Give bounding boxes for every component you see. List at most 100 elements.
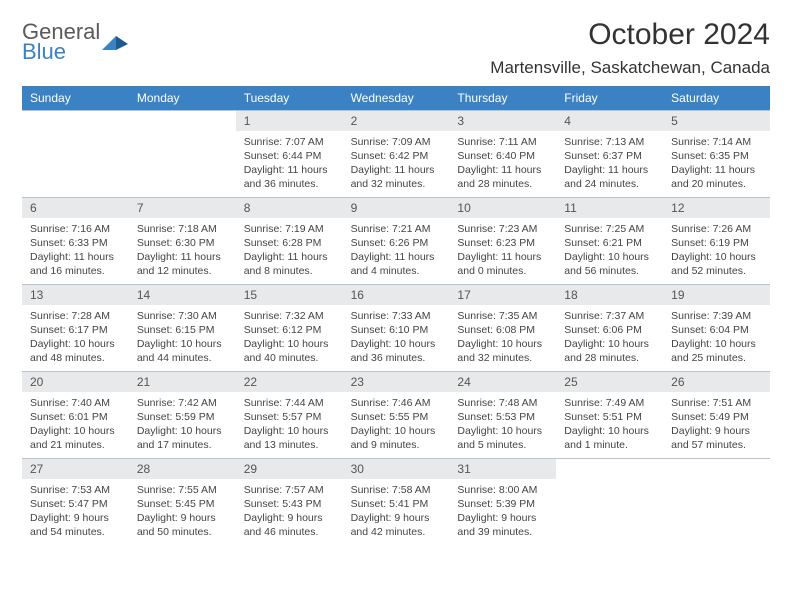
daylight: Daylight: 11 hours and 16 minutes. [30, 250, 121, 278]
day-cell: 20Sunrise: 7:40 AMSunset: 6:01 PMDayligh… [22, 371, 129, 458]
sunrise: Sunrise: 7:23 AM [457, 222, 548, 236]
dow-cell: Thursday [449, 86, 556, 110]
day-number: 22 [236, 372, 343, 392]
daylight: Daylight: 11 hours and 36 minutes. [244, 163, 335, 191]
day-body: Sunrise: 7:07 AMSunset: 6:44 PMDaylight:… [236, 131, 343, 197]
day-body: Sunrise: 7:14 AMSunset: 6:35 PMDaylight:… [663, 131, 770, 197]
dow-cell: Tuesday [236, 86, 343, 110]
day-cell: 28Sunrise: 7:55 AMSunset: 5:45 PMDayligh… [129, 458, 236, 545]
day-cell: 17Sunrise: 7:35 AMSunset: 6:08 PMDayligh… [449, 284, 556, 371]
sunset: Sunset: 6:01 PM [30, 410, 121, 424]
daylight: Daylight: 11 hours and 0 minutes. [457, 250, 548, 278]
sunrise: Sunrise: 7:09 AM [351, 135, 442, 149]
dow-cell: Friday [556, 86, 663, 110]
day-body: Sunrise: 7:13 AMSunset: 6:37 PMDaylight:… [556, 131, 663, 197]
day-body: Sunrise: 7:48 AMSunset: 5:53 PMDaylight:… [449, 392, 556, 458]
day-number: 18 [556, 285, 663, 305]
day-body: Sunrise: 7:57 AMSunset: 5:43 PMDaylight:… [236, 479, 343, 545]
sunrise: Sunrise: 7:55 AM [137, 483, 228, 497]
day-number: 30 [343, 459, 450, 479]
day-number: 2 [343, 111, 450, 131]
day-cell: 27Sunrise: 7:53 AMSunset: 5:47 PMDayligh… [22, 458, 129, 545]
day-cell [663, 458, 770, 545]
day-cell: 5Sunrise: 7:14 AMSunset: 6:35 PMDaylight… [663, 110, 770, 197]
sunset: Sunset: 5:51 PM [564, 410, 655, 424]
day-number: 13 [22, 285, 129, 305]
sunrise: Sunrise: 7:26 AM [671, 222, 762, 236]
day-number: 29 [236, 459, 343, 479]
day-body: Sunrise: 7:32 AMSunset: 6:12 PMDaylight:… [236, 305, 343, 371]
sunrise: Sunrise: 7:16 AM [30, 222, 121, 236]
sunrise: Sunrise: 7:07 AM [244, 135, 335, 149]
sunrise: Sunrise: 7:19 AM [244, 222, 335, 236]
day-number: 6 [22, 198, 129, 218]
logo-mark-icon [102, 32, 128, 52]
sunrise: Sunrise: 7:18 AM [137, 222, 228, 236]
title-block: October 2024 Martensville, Saskatchewan,… [490, 18, 770, 78]
sunset: Sunset: 5:55 PM [351, 410, 442, 424]
sunrise: Sunrise: 7:48 AM [457, 396, 548, 410]
day-cell: 3Sunrise: 7:11 AMSunset: 6:40 PMDaylight… [449, 110, 556, 197]
sunset: Sunset: 5:53 PM [457, 410, 548, 424]
day-cell: 4Sunrise: 7:13 AMSunset: 6:37 PMDaylight… [556, 110, 663, 197]
sunrise: Sunrise: 7:30 AM [137, 309, 228, 323]
sunrise: Sunrise: 7:35 AM [457, 309, 548, 323]
daylight: Daylight: 10 hours and 21 minutes. [30, 424, 121, 452]
sunrise: Sunrise: 7:57 AM [244, 483, 335, 497]
day-cell: 23Sunrise: 7:46 AMSunset: 5:55 PMDayligh… [343, 371, 450, 458]
sunrise: Sunrise: 7:14 AM [671, 135, 762, 149]
day-number: 25 [556, 372, 663, 392]
day-body: Sunrise: 7:37 AMSunset: 6:06 PMDaylight:… [556, 305, 663, 371]
day-body: Sunrise: 7:30 AMSunset: 6:15 PMDaylight:… [129, 305, 236, 371]
day-cell: 14Sunrise: 7:30 AMSunset: 6:15 PMDayligh… [129, 284, 236, 371]
day-body: Sunrise: 7:39 AMSunset: 6:04 PMDaylight:… [663, 305, 770, 371]
week-row: 20Sunrise: 7:40 AMSunset: 6:01 PMDayligh… [22, 371, 770, 458]
sunrise: Sunrise: 7:44 AM [244, 396, 335, 410]
sunset: Sunset: 6:06 PM [564, 323, 655, 337]
sunrise: Sunrise: 8:00 AM [457, 483, 548, 497]
sunset: Sunset: 6:15 PM [137, 323, 228, 337]
sunrise: Sunrise: 7:49 AM [564, 396, 655, 410]
day-body: Sunrise: 7:44 AMSunset: 5:57 PMDaylight:… [236, 392, 343, 458]
day-number: 21 [129, 372, 236, 392]
day-number: 1 [236, 111, 343, 131]
day-cell: 7Sunrise: 7:18 AMSunset: 6:30 PMDaylight… [129, 197, 236, 284]
logo: General Blue [22, 18, 128, 62]
sunset: Sunset: 6:33 PM [30, 236, 121, 250]
day-cell: 2Sunrise: 7:09 AMSunset: 6:42 PMDaylight… [343, 110, 450, 197]
day-cell [22, 110, 129, 197]
sunrise: Sunrise: 7:11 AM [457, 135, 548, 149]
day-body: Sunrise: 7:58 AMSunset: 5:41 PMDaylight:… [343, 479, 450, 545]
sunrise: Sunrise: 7:40 AM [30, 396, 121, 410]
day-cell: 12Sunrise: 7:26 AMSunset: 6:19 PMDayligh… [663, 197, 770, 284]
day-cell: 10Sunrise: 7:23 AMSunset: 6:23 PMDayligh… [449, 197, 556, 284]
day-body: Sunrise: 7:21 AMSunset: 6:26 PMDaylight:… [343, 218, 450, 284]
day-number: 17 [449, 285, 556, 305]
day-body: Sunrise: 7:28 AMSunset: 6:17 PMDaylight:… [22, 305, 129, 371]
day-body: Sunrise: 7:53 AMSunset: 5:47 PMDaylight:… [22, 479, 129, 545]
daylight: Daylight: 9 hours and 54 minutes. [30, 511, 121, 539]
day-number: 16 [343, 285, 450, 305]
day-body: Sunrise: 7:35 AMSunset: 6:08 PMDaylight:… [449, 305, 556, 371]
logo-word2: Blue [22, 42, 100, 62]
sunrise: Sunrise: 7:32 AM [244, 309, 335, 323]
sunset: Sunset: 6:17 PM [30, 323, 121, 337]
sunrise: Sunrise: 7:33 AM [351, 309, 442, 323]
day-body: Sunrise: 7:42 AMSunset: 5:59 PMDaylight:… [129, 392, 236, 458]
sunrise: Sunrise: 7:58 AM [351, 483, 442, 497]
day-cell: 1Sunrise: 7:07 AMSunset: 6:44 PMDaylight… [236, 110, 343, 197]
week-row: 6Sunrise: 7:16 AMSunset: 6:33 PMDaylight… [22, 197, 770, 284]
day-cell: 18Sunrise: 7:37 AMSunset: 6:06 PMDayligh… [556, 284, 663, 371]
day-number: 4 [556, 111, 663, 131]
day-cell: 31Sunrise: 8:00 AMSunset: 5:39 PMDayligh… [449, 458, 556, 545]
day-body: Sunrise: 7:16 AMSunset: 6:33 PMDaylight:… [22, 218, 129, 284]
sunset: Sunset: 5:49 PM [671, 410, 762, 424]
day-number: 28 [129, 459, 236, 479]
sunset: Sunset: 5:39 PM [457, 497, 548, 511]
dow-cell: Sunday [22, 86, 129, 110]
sunset: Sunset: 5:47 PM [30, 497, 121, 511]
day-number: 5 [663, 111, 770, 131]
daylight: Daylight: 9 hours and 50 minutes. [137, 511, 228, 539]
day-number: 14 [129, 285, 236, 305]
day-number: 3 [449, 111, 556, 131]
